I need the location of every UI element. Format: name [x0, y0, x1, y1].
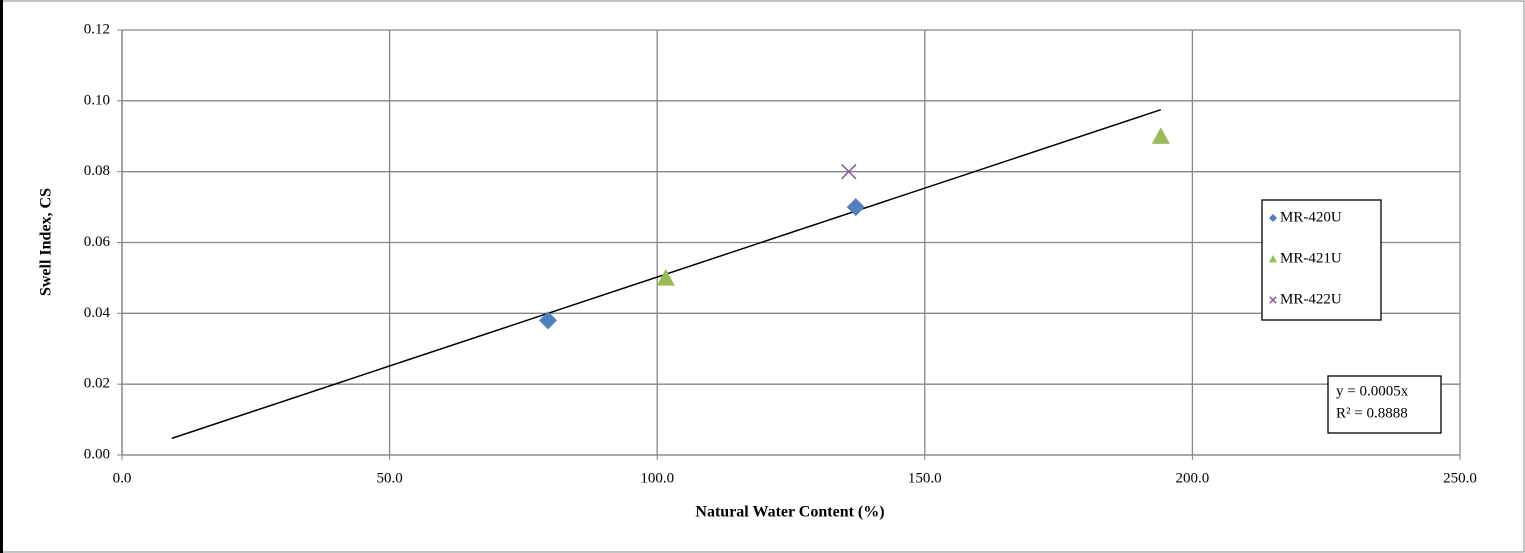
marker-diamond	[1269, 214, 1277, 222]
marker-triangle	[1269, 255, 1277, 263]
x-tick-label: 250.0	[1443, 470, 1477, 486]
x-tick-label: 0.0	[113, 470, 132, 486]
marker-triangle	[1151, 127, 1170, 144]
equation-text: R² = 0.8888	[1336, 405, 1408, 421]
y-tick-label: 0.10	[84, 92, 110, 108]
marker-diamond	[539, 311, 558, 330]
legend-label: MR-422U	[1280, 291, 1342, 307]
equation-box	[1327, 375, 1442, 434]
equation-text: y = 0.0005x	[1336, 383, 1409, 399]
x-tick-label: 50.0	[376, 470, 402, 486]
legend-label: MR-421U	[1280, 250, 1342, 266]
marker-triangle	[656, 268, 675, 286]
marker-diamond	[846, 198, 865, 217]
y-tick-label: 0.08	[84, 163, 110, 179]
legend-box	[1261, 199, 1382, 321]
y-tick-label: 0.06	[84, 234, 111, 250]
marker-x	[841, 163, 857, 180]
y-tick-label: 0.02	[84, 376, 110, 392]
x-axis-title: Natural Water Content (%)	[695, 504, 884, 521]
y-tick-label: 0.12	[84, 21, 110, 37]
legend-label: MR-420U	[1280, 209, 1342, 225]
y-tick-label: 0.04	[84, 305, 111, 321]
marker-x	[1269, 296, 1277, 304]
x-tick-label: 150.0	[908, 470, 942, 486]
x-tick-label: 200.0	[1176, 470, 1210, 486]
y-tick-label: 0.00	[84, 446, 110, 462]
y-axis-title: Swell Index, CS	[38, 188, 55, 296]
x-tick-label: 100.0	[640, 470, 674, 486]
